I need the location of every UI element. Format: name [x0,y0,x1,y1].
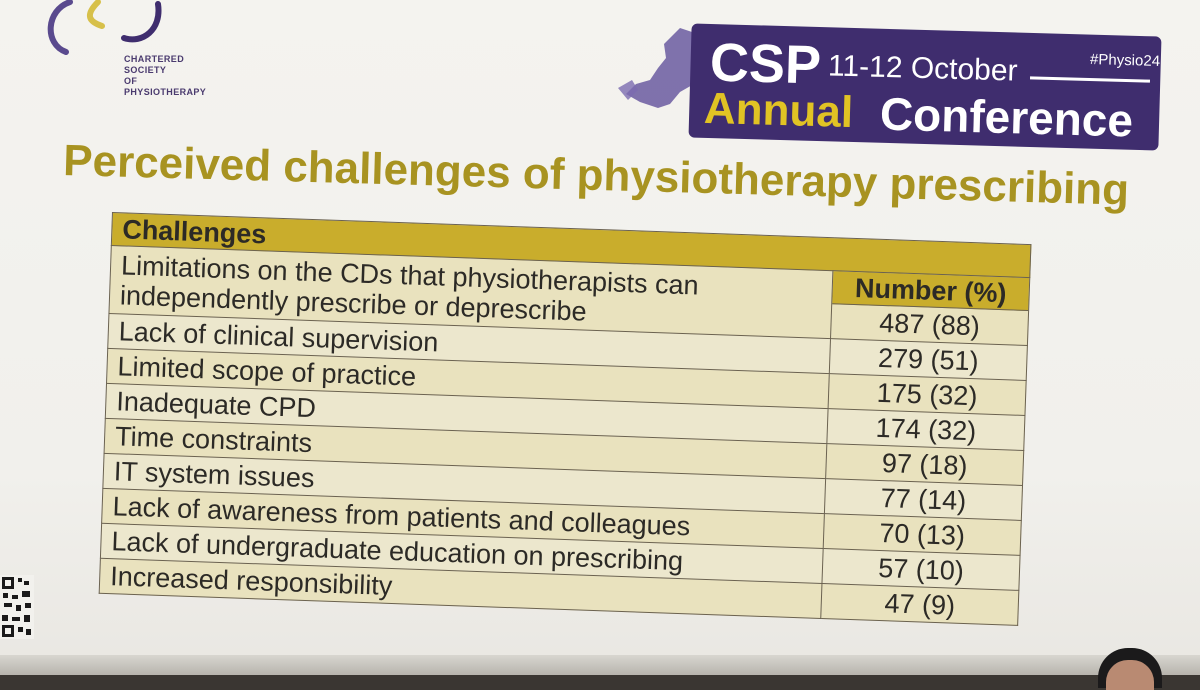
number-cell: Number (%) 487 (88) [830,270,1030,346]
banner-annual: Annual [703,83,854,138]
banner-dates: 11-12 October [827,49,1019,88]
uk-map-icon [618,28,702,108]
banner-conference: Conference [879,87,1134,147]
qr-code-icon [0,575,34,639]
conference-banner: CSP 11-12 October #Physio24 Annual Confe… [610,18,1190,151]
logo-line: PHYSIOTHERAPY [124,87,207,97]
slide-bottom-edge [0,655,1200,675]
logo-wordmark: CHARTERED SOCIETY OF PHYSIOTHERAPY [124,54,206,98]
logo-line: CHARTERED [124,54,185,64]
csp-logo: CHARTERED SOCIETY OF PHYSIOTHERAPY [38,0,238,100]
banner-hashtag: #Physio24 [1089,51,1161,70]
logo-line: SOCIETY [124,65,167,75]
challenges-table: Challenges Limitations on the CDs that p… [99,212,1032,626]
csp-logo-icon [47,0,162,55]
number-cell: 47 (9) [820,583,1019,626]
logo-line: OF [124,76,138,86]
